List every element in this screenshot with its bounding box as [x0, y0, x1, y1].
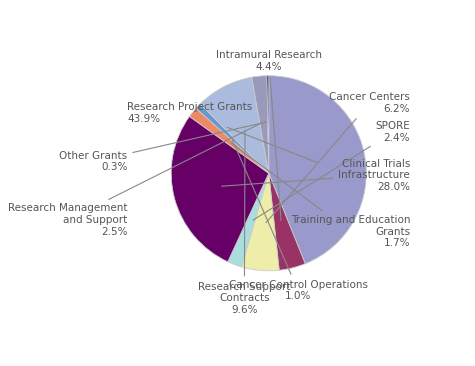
Wedge shape: [269, 173, 305, 270]
Wedge shape: [252, 76, 269, 173]
Text: Clinical Trials
Infrastructure
28.0%: Clinical Trials Infrastructure 28.0%: [221, 158, 410, 192]
Wedge shape: [269, 76, 366, 264]
Text: Research Management
and Support
2.5%: Research Management and Support 2.5%: [8, 123, 261, 237]
Text: Research Project Grants
43.9%: Research Project Grants 43.9%: [127, 102, 317, 163]
Wedge shape: [171, 116, 269, 262]
Text: Cancer Control Operations
1.0%: Cancer Control Operations 1.0%: [228, 140, 368, 301]
Wedge shape: [267, 76, 269, 173]
Text: Other Grants
0.3%: Other Grants 0.3%: [59, 122, 266, 172]
Wedge shape: [190, 108, 269, 173]
Text: Cancer Centers
6.2%: Cancer Centers 6.2%: [266, 92, 410, 223]
Wedge shape: [200, 77, 269, 173]
Text: Intramural Research
4.4%: Intramural Research 4.4%: [216, 50, 322, 221]
Text: Research Support
Contracts
9.6%: Research Support Contracts 9.6%: [198, 130, 291, 315]
Wedge shape: [196, 104, 269, 173]
Text: Training and Education
Grants
1.7%: Training and Education Grants 1.7%: [231, 143, 410, 249]
Text: SPORE
2.4%: SPORE 2.4%: [253, 122, 410, 220]
Wedge shape: [228, 173, 269, 267]
Wedge shape: [242, 173, 279, 271]
